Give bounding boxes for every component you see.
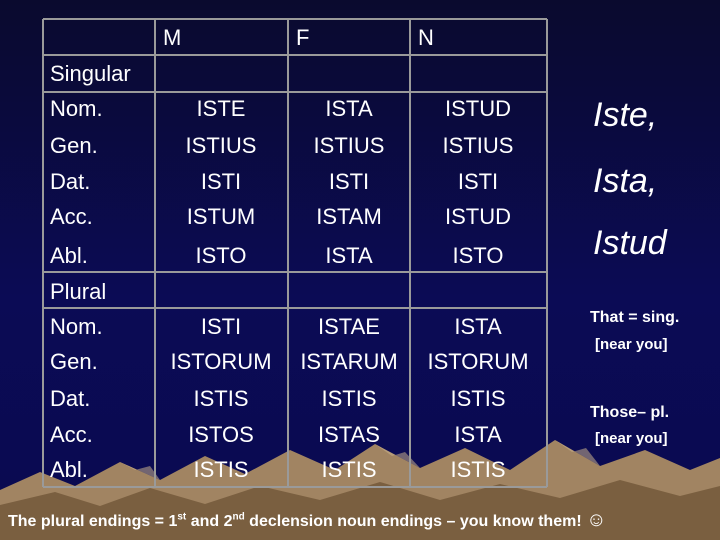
form-cell: ISTORUM (170, 349, 272, 374)
form-cell: ISTA (454, 314, 502, 339)
side-word-iste: Iste, (593, 96, 658, 134)
form-cell: ISTARUM (300, 349, 398, 374)
form-cell: ISTIUS (442, 133, 514, 158)
section-label-plural: Plural (50, 279, 107, 304)
footer-text-a: The plural endings = 1 (8, 513, 178, 530)
form-cell: ISTIS (321, 386, 377, 411)
case-label: Dat. (50, 386, 91, 411)
footer-sup-st: st (177, 511, 187, 523)
note-singular-gloss: [near you] (595, 336, 668, 353)
form-cell: ISTORUM (427, 349, 529, 374)
note-plural-gloss: [near you] (595, 430, 668, 447)
form-cell: ISTAS (318, 422, 380, 447)
case-label: Gen. (50, 133, 98, 158)
footer-sup-nd: nd (232, 511, 245, 523)
form-cell: ISTUM (186, 204, 256, 229)
form-cell: ISTA (325, 96, 373, 121)
case-label: Nom. (50, 314, 103, 339)
section-label-singular: Singular (50, 61, 131, 86)
case-label: Nom. (50, 96, 103, 121)
form-cell: ISTIS (321, 457, 377, 482)
form-cell: ISTO (195, 243, 247, 268)
case-label: Abl. (50, 457, 88, 482)
form-cell: ISTA (454, 422, 502, 447)
form-cell: ISTO (452, 243, 504, 268)
form-cell: ISTAM (316, 204, 382, 229)
footer-text-c: declension noun endings – you know them! (244, 513, 582, 530)
form-cell: ISTI (200, 169, 242, 194)
smiley-icon: ☺ (586, 509, 607, 531)
form-cell: ISTIS (450, 457, 506, 482)
column-header-n: N (418, 25, 434, 50)
form-cell: ISTUD (445, 96, 511, 121)
case-label: Dat. (50, 169, 91, 194)
case-label: Acc. (50, 422, 93, 447)
form-cell: ISTI (457, 169, 499, 194)
form-cell: ISTAE (318, 314, 380, 339)
form-cell: ISTUD (445, 204, 511, 229)
form-cell: ISTIS (193, 386, 249, 411)
form-cell: ISTIUS (185, 133, 257, 158)
note-singular-term: That = sing. (590, 309, 680, 326)
form-cell: ISTI (200, 314, 242, 339)
form-cell: ISTE (196, 96, 246, 121)
side-word-ista: Ista, (593, 162, 658, 200)
note-plural-term: Those– pl. (590, 404, 670, 421)
form-cell: ISTOS (188, 422, 254, 447)
case-label: Gen. (50, 349, 98, 374)
form-cell: ISTIS (193, 457, 249, 482)
case-label: Acc. (50, 204, 93, 229)
form-cell: ISTIUS (313, 133, 385, 158)
column-header-f: F (296, 25, 310, 50)
form-cell: ISTI (328, 169, 370, 194)
side-word-istud: Istud (593, 224, 667, 262)
column-header-m: M (163, 25, 182, 50)
form-cell: ISTIS (450, 386, 506, 411)
footer-note: The plural endings = 1st and 2nd declens… (8, 509, 607, 532)
case-label: Abl. (50, 243, 88, 268)
footer-text-b: and 2 (186, 513, 233, 530)
form-cell: ISTA (325, 243, 373, 268)
